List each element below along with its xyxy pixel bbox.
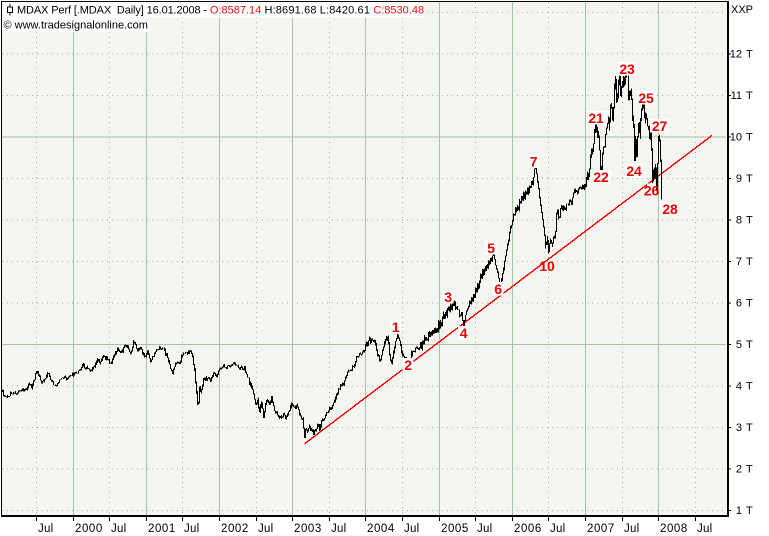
svg-text:23: 23: [619, 61, 635, 77]
svg-text:1: 1: [392, 319, 400, 335]
svg-text:11: 11: [731, 90, 742, 102]
svg-text:5: 5: [736, 339, 742, 351]
svg-text:2000: 2000: [75, 523, 103, 535]
svg-text:2002: 2002: [221, 523, 249, 535]
svg-text:6: 6: [736, 298, 742, 310]
svg-text:MDAX Perf [.MDAX Daily] 16.01: MDAX Perf [.MDAX Daily] 16.01.2008 - O:8…: [17, 5, 424, 17]
svg-text:4: 4: [736, 381, 742, 393]
svg-text:T: T: [746, 422, 753, 434]
svg-text:2: 2: [736, 464, 742, 476]
svg-text:Jul: Jul: [331, 523, 346, 535]
svg-text:Jul: Jul: [258, 523, 273, 535]
svg-text:Jul: Jul: [111, 523, 126, 535]
svg-text:T: T: [746, 49, 753, 61]
svg-text:26: 26: [644, 183, 660, 199]
svg-text:10: 10: [730, 132, 742, 144]
svg-text:T: T: [746, 505, 753, 517]
svg-text:© www.tradesignalonline.com: © www.tradesignalonline.com: [4, 20, 148, 32]
svg-text:25: 25: [638, 90, 654, 106]
svg-text:22: 22: [593, 169, 609, 185]
svg-text:2003: 2003: [294, 523, 322, 535]
svg-text:3: 3: [444, 289, 452, 305]
svg-text:1: 1: [736, 505, 742, 517]
svg-text:2001: 2001: [148, 523, 176, 535]
svg-text:T: T: [746, 256, 753, 268]
svg-text:28: 28: [662, 201, 678, 217]
svg-text:T: T: [746, 132, 753, 144]
svg-text:7: 7: [530, 154, 538, 170]
svg-text:9: 9: [736, 173, 742, 185]
svg-text:Jul: Jul: [477, 523, 492, 535]
svg-text:T: T: [746, 339, 753, 351]
svg-text:8: 8: [736, 215, 742, 227]
svg-text:T: T: [746, 215, 753, 227]
svg-text:T: T: [746, 173, 753, 185]
svg-text:Jul: Jul: [550, 523, 565, 535]
svg-text:T: T: [746, 381, 753, 393]
svg-text:2007: 2007: [587, 523, 615, 535]
svg-text:Jul: Jul: [697, 523, 712, 535]
svg-text:T: T: [746, 298, 753, 310]
svg-text:3: 3: [736, 422, 742, 434]
svg-text:Jul: Jul: [184, 523, 199, 535]
svg-text:12: 12: [730, 49, 742, 61]
svg-text:Jul: Jul: [404, 523, 419, 535]
svg-text:5: 5: [487, 240, 495, 256]
svg-text:T: T: [746, 464, 753, 476]
svg-text:T: T: [746, 90, 753, 102]
svg-text:2004: 2004: [367, 523, 395, 535]
svg-text:7: 7: [736, 256, 742, 268]
svg-text:Jul: Jul: [38, 523, 53, 535]
svg-text:24: 24: [626, 163, 642, 179]
svg-text:27: 27: [652, 118, 668, 134]
svg-text:XXP: XXP: [731, 4, 753, 16]
svg-text:Jul: Jul: [624, 523, 639, 535]
svg-text:6: 6: [494, 281, 502, 297]
svg-text:2005: 2005: [441, 523, 469, 535]
svg-text:4: 4: [460, 325, 468, 341]
svg-text:2008: 2008: [660, 523, 688, 535]
svg-text:21: 21: [588, 110, 604, 126]
svg-text:2006: 2006: [514, 523, 542, 535]
svg-text:2: 2: [404, 357, 412, 373]
